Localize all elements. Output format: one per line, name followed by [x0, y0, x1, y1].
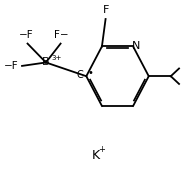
Text: B: B [42, 57, 50, 67]
Text: N: N [132, 42, 141, 52]
Text: −F: −F [4, 61, 18, 71]
Text: •: • [87, 68, 93, 78]
Text: K: K [91, 149, 100, 162]
Text: C: C [77, 70, 83, 80]
Text: F: F [102, 5, 109, 15]
Text: 3+: 3+ [51, 55, 61, 61]
Text: +: + [99, 145, 105, 154]
Text: −F: −F [19, 30, 34, 40]
Text: F−: F− [54, 30, 69, 40]
